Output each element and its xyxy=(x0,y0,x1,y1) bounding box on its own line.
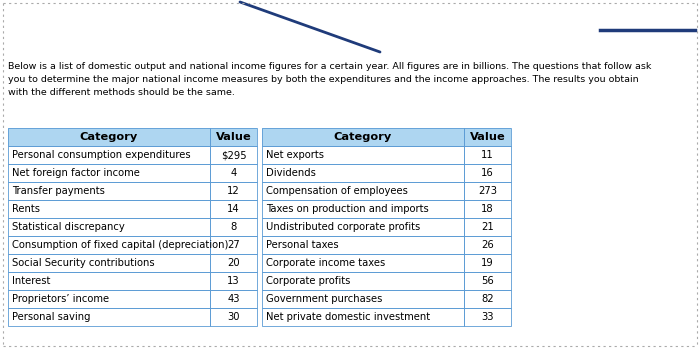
Text: Consumption of fixed capital (depreciation): Consumption of fixed capital (depreciati… xyxy=(12,240,228,250)
Bar xyxy=(464,200,511,218)
Bar xyxy=(464,308,511,326)
Text: 273: 273 xyxy=(478,186,497,196)
Text: Net foreign factor income: Net foreign factor income xyxy=(12,168,140,178)
Text: 19: 19 xyxy=(481,258,494,268)
Bar xyxy=(210,254,257,272)
Bar xyxy=(210,164,257,182)
Bar xyxy=(464,146,511,164)
Text: Dividends: Dividends xyxy=(266,168,316,178)
Text: Statistical discrepancy: Statistical discrepancy xyxy=(12,222,125,232)
Bar xyxy=(8,254,210,272)
Bar xyxy=(464,272,511,290)
Text: 8: 8 xyxy=(230,222,237,232)
Text: Compensation of employees: Compensation of employees xyxy=(266,186,408,196)
Bar xyxy=(262,290,464,308)
Text: 13: 13 xyxy=(228,276,240,286)
Bar xyxy=(464,128,511,146)
Text: 82: 82 xyxy=(481,294,493,304)
Bar xyxy=(464,182,511,200)
Bar xyxy=(210,290,257,308)
Text: 16: 16 xyxy=(481,168,494,178)
Bar xyxy=(8,128,210,146)
Text: 18: 18 xyxy=(481,204,493,214)
Bar xyxy=(8,164,210,182)
Bar xyxy=(210,182,257,200)
Text: $295: $295 xyxy=(220,150,246,160)
Text: Net exports: Net exports xyxy=(266,150,324,160)
Text: 4: 4 xyxy=(230,168,237,178)
Text: 14: 14 xyxy=(228,204,240,214)
Bar xyxy=(8,236,210,254)
Bar xyxy=(464,164,511,182)
Text: 11: 11 xyxy=(481,150,494,160)
Text: Corporate profits: Corporate profits xyxy=(266,276,351,286)
Bar xyxy=(262,272,464,290)
Text: Undistributed corporate profits: Undistributed corporate profits xyxy=(266,222,420,232)
Text: Personal taxes: Personal taxes xyxy=(266,240,339,250)
Bar xyxy=(210,236,257,254)
Text: Corporate income taxes: Corporate income taxes xyxy=(266,258,385,268)
Text: Category: Category xyxy=(334,132,392,142)
Bar xyxy=(464,218,511,236)
Bar xyxy=(8,128,210,146)
Text: 21: 21 xyxy=(481,222,494,232)
Bar xyxy=(464,254,511,272)
Bar xyxy=(210,128,257,146)
Text: Rents: Rents xyxy=(12,204,40,214)
Bar xyxy=(262,128,464,146)
Bar xyxy=(464,236,511,254)
Bar xyxy=(8,218,210,236)
Text: Category: Category xyxy=(80,132,138,142)
Text: Government purchases: Government purchases xyxy=(266,294,382,304)
Bar xyxy=(262,218,464,236)
Text: 33: 33 xyxy=(482,312,494,322)
Text: Personal consumption expenditures: Personal consumption expenditures xyxy=(12,150,190,160)
Text: Net private domestic investment: Net private domestic investment xyxy=(266,312,430,322)
Text: Taxes on production and imports: Taxes on production and imports xyxy=(266,204,428,214)
Bar xyxy=(210,128,257,146)
Text: 30: 30 xyxy=(228,312,239,322)
Bar xyxy=(262,146,464,164)
Text: Proprietors’ income: Proprietors’ income xyxy=(12,294,109,304)
Bar xyxy=(210,272,257,290)
Bar xyxy=(464,128,511,146)
Bar xyxy=(210,308,257,326)
Bar xyxy=(262,308,464,326)
Text: 56: 56 xyxy=(481,276,494,286)
Bar xyxy=(8,290,210,308)
Bar xyxy=(210,146,257,164)
Text: 26: 26 xyxy=(481,240,494,250)
Text: Below is a list of domestic output and national income figures for a certain yea: Below is a list of domestic output and n… xyxy=(8,62,652,97)
Bar xyxy=(8,146,210,164)
Text: Interest: Interest xyxy=(12,276,50,286)
Bar xyxy=(262,182,464,200)
Text: Personal saving: Personal saving xyxy=(12,312,90,322)
Bar xyxy=(210,218,257,236)
Text: Social Security contributions: Social Security contributions xyxy=(12,258,155,268)
Bar xyxy=(8,308,210,326)
Bar xyxy=(262,128,464,146)
Text: Value: Value xyxy=(470,132,505,142)
Bar xyxy=(464,290,511,308)
Bar xyxy=(262,254,464,272)
Bar xyxy=(8,200,210,218)
Bar xyxy=(8,272,210,290)
Text: Transfer payments: Transfer payments xyxy=(12,186,105,196)
Text: 12: 12 xyxy=(227,186,240,196)
Text: 20: 20 xyxy=(228,258,240,268)
Text: 43: 43 xyxy=(228,294,239,304)
Text: Value: Value xyxy=(216,132,251,142)
Bar xyxy=(262,236,464,254)
Bar xyxy=(262,164,464,182)
Bar xyxy=(210,200,257,218)
Bar xyxy=(262,200,464,218)
Text: 27: 27 xyxy=(227,240,240,250)
Bar xyxy=(8,182,210,200)
